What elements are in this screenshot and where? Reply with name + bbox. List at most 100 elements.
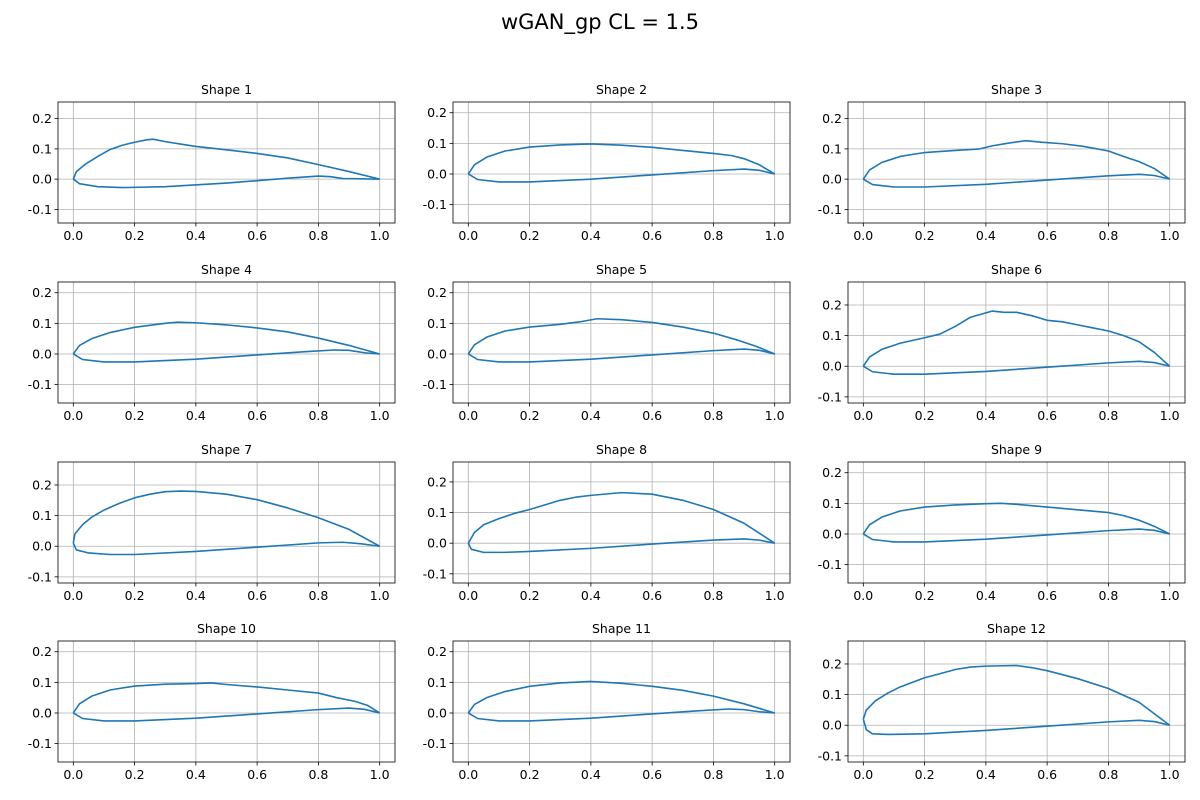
x-tick-label: 0.6: [1037, 767, 1057, 782]
y-tick-label: 0.0: [32, 172, 52, 187]
x-tick-label: 0.2: [125, 588, 145, 603]
y-tick-label: -0.1: [423, 197, 447, 212]
x-tick-label: 0.2: [125, 228, 145, 243]
subplot-title: Shape 12: [987, 621, 1046, 636]
x-tick-label: 0.4: [976, 228, 996, 243]
y-tick-label: -0.1: [423, 377, 447, 392]
x-tick-label: 0.8: [1098, 588, 1118, 603]
y-tick-label: -0.1: [423, 736, 447, 751]
airfoil-upper-surface: [72, 138, 380, 180]
airfoil-lower-surface: [467, 538, 775, 554]
y-tick-label: 0.1: [32, 141, 52, 156]
x-tick-label: 0.4: [581, 588, 601, 603]
y-tick-label: 0.2: [32, 285, 52, 300]
x-tick-label: 0.4: [581, 228, 601, 243]
subplot-2: Shape 2 0.0 0.2 0.4 0.6 0.8 1.0 -0.1 0.0 0.1 0.2: [423, 82, 791, 243]
x-tick-label: 0.4: [186, 408, 206, 423]
airfoil-lower-surface: [862, 528, 1170, 543]
airfoil-lower-surface: [862, 718, 1170, 736]
y-tick-label: 0.1: [822, 687, 842, 702]
subplot-title: Shape 4: [201, 262, 252, 277]
x-tick-label: 1.0: [765, 408, 785, 423]
airfoil-lower-surface: [72, 175, 380, 189]
y-tick-label: 0.2: [32, 644, 52, 659]
y-tick-label: 0.0: [822, 359, 842, 374]
subplot-title: Shape 11: [592, 621, 651, 636]
x-tick-label: 0.6: [247, 408, 267, 423]
x-tick-label: 0.2: [125, 767, 145, 782]
y-tick-label: 0.1: [32, 675, 52, 690]
x-tick-label: 1.0: [1160, 408, 1180, 423]
x-tick-label: 0.6: [247, 228, 267, 243]
x-tick-label: 1.0: [370, 408, 390, 423]
x-tick-label: 0.4: [186, 228, 206, 243]
x-tick-label: 0.2: [520, 228, 540, 243]
x-tick-label: 0.6: [642, 588, 662, 603]
y-tick-label: 0.0: [427, 705, 447, 720]
airfoil-upper-surface: [467, 317, 775, 355]
x-tick-label: 0.4: [976, 408, 996, 423]
y-tick-label: 0.2: [427, 285, 447, 300]
subplot-10: Shape 10 0.0 0.2 0.4 0.6 0.8 1.0 -0.1 0.0 0.1 0.2: [28, 621, 396, 782]
y-tick-label: 0.0: [427, 346, 447, 361]
subplot-title: Shape 5: [596, 262, 647, 277]
y-tick-label: 0.0: [427, 536, 447, 551]
subplot-title: Shape 10: [197, 621, 256, 636]
y-tick-label: 0.2: [32, 111, 52, 126]
subplot-12: Shape 12 0.0 0.2 0.4 0.6 0.8 1.0 -0.1 0.0 0.1 0.2: [818, 621, 1186, 782]
x-tick-label: 0.2: [915, 408, 935, 423]
airfoil-upper-surface: [862, 664, 1171, 726]
x-tick-label: 0.8: [1098, 228, 1118, 243]
airfoil-lower-surface: [467, 708, 775, 722]
airfoil-upper-surface: [862, 139, 1171, 180]
x-tick-label: 0.8: [308, 228, 328, 243]
y-tick-label: 0.2: [822, 656, 842, 671]
y-tick-label: -0.1: [818, 389, 842, 404]
airfoil-upper-surface: [467, 143, 776, 175]
y-tick-label: -0.1: [28, 202, 52, 217]
y-tick-label: 0.2: [822, 297, 842, 312]
y-tick-label: 0.1: [822, 141, 842, 156]
subplot-9: Shape 9 0.0 0.2 0.4 0.6 0.8 1.0 -0.1 0.0 0.1 0.2: [818, 442, 1186, 603]
x-tick-label: 1.0: [1160, 588, 1180, 603]
subplot-3: Shape 3 0.0 0.2 0.4 0.6 0.8 1.0 -0.1 0.0 0.1 0.2: [818, 82, 1186, 243]
y-tick-label: 0.1: [427, 136, 447, 151]
x-tick-label: 1.0: [1160, 767, 1180, 782]
axes-frame: [57, 101, 396, 224]
y-tick-label: 0.2: [822, 465, 842, 480]
x-tick-label: 0.6: [1037, 228, 1057, 243]
x-tick-label: 0.0: [63, 767, 83, 782]
x-tick-label: 0.0: [458, 408, 478, 423]
y-tick-label: -0.1: [818, 557, 842, 572]
x-tick-label: 0.2: [520, 408, 540, 423]
airfoil-lower-surface: [72, 349, 380, 363]
airfoil-lower-surface: [467, 348, 775, 363]
x-tick-label: 0.8: [308, 767, 328, 782]
y-tick-label: -0.1: [423, 566, 447, 581]
x-tick-label: 0.0: [63, 588, 83, 603]
y-tick-label: -0.1: [28, 736, 52, 751]
y-tick-label: 0.1: [822, 496, 842, 511]
x-tick-label: 1.0: [370, 767, 390, 782]
y-tick-label: 0.0: [32, 346, 52, 361]
y-tick-label: 0.0: [822, 526, 842, 541]
x-tick-label: 0.2: [915, 767, 935, 782]
airfoil-lower-surface: [862, 360, 1170, 376]
x-tick-label: 0.6: [642, 228, 662, 243]
y-tick-label: 0.0: [822, 718, 842, 733]
y-tick-label: 0.0: [822, 172, 842, 187]
y-tick-label: 0.1: [32, 508, 52, 523]
x-tick-label: 1.0: [370, 588, 390, 603]
y-tick-label: 0.1: [822, 328, 842, 343]
x-tick-label: 0.4: [976, 767, 996, 782]
y-tick-label: 0.0: [32, 705, 52, 720]
y-tick-label: -0.1: [28, 377, 52, 392]
x-tick-label: 0.0: [458, 228, 478, 243]
axes-frame: [847, 461, 1186, 584]
x-tick-label: 0.4: [581, 767, 601, 782]
y-tick-label: 0.1: [32, 316, 52, 331]
x-tick-label: 0.2: [520, 767, 540, 782]
x-tick-label: 0.8: [308, 408, 328, 423]
airfoil-upper-surface: [862, 502, 1171, 535]
axes-frame: [847, 281, 1186, 404]
